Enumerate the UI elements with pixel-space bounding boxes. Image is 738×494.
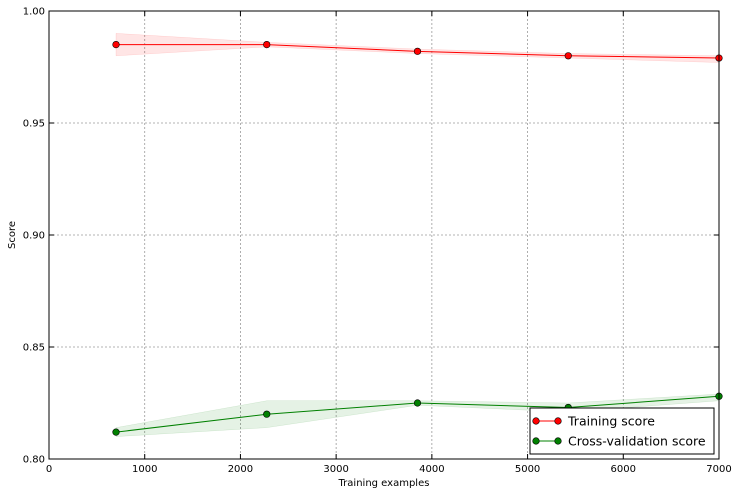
legend-entries: Training score Cross-validation score <box>532 414 706 449</box>
series-point-0 <box>112 40 120 49</box>
y-tick-label: 0.85 <box>23 343 45 354</box>
x-tick-label: 6000 <box>611 464 636 475</box>
series-point-1 <box>112 428 120 436</box>
series-point-1 <box>413 399 422 407</box>
series-point-0 <box>413 47 422 55</box>
x-tick-label: 1000 <box>132 464 157 475</box>
x-tick-label: 3000 <box>323 464 348 475</box>
y-tick-label: 0.80 <box>23 455 45 466</box>
x-tick-label: 0 <box>46 464 52 475</box>
x-tick-label: 5000 <box>515 464 540 475</box>
grid <box>49 11 719 459</box>
y-tick-label: 0.95 <box>23 119 45 130</box>
x-tick-label: 2000 <box>228 464 253 475</box>
series-lines <box>115 44 720 433</box>
y-axis-label: Score <box>7 221 18 249</box>
x-tick-label: 7000 <box>706 464 731 475</box>
series-point-1 <box>263 410 271 418</box>
legend-marker-1 <box>532 437 540 445</box>
series-point-0 <box>263 40 271 49</box>
x-axis-label: Training examples <box>338 478 430 489</box>
y-tick-label: 0.90 <box>23 231 45 242</box>
legend-label-1: Cross-validation score <box>568 434 706 449</box>
legend-marker-0 <box>532 417 540 425</box>
x-tick-label: 4000 <box>419 464 444 475</box>
y-tick-label: 1.00 <box>23 7 45 18</box>
series-point-0 <box>564 52 572 60</box>
series-markers <box>112 40 723 436</box>
legend-box <box>529 407 715 455</box>
legend: Training score Cross-validation score <box>529 407 715 455</box>
axis-ticks <box>48 10 720 460</box>
legend-label-0: Training score <box>567 414 655 429</box>
legend-marker-1 <box>554 437 562 445</box>
legend-marker-0 <box>554 417 562 425</box>
axis-tick-labels: 0 1000 2000 3000 4000 5000 6000 7000 0.80 0.85 0.9… <box>23 7 732 476</box>
